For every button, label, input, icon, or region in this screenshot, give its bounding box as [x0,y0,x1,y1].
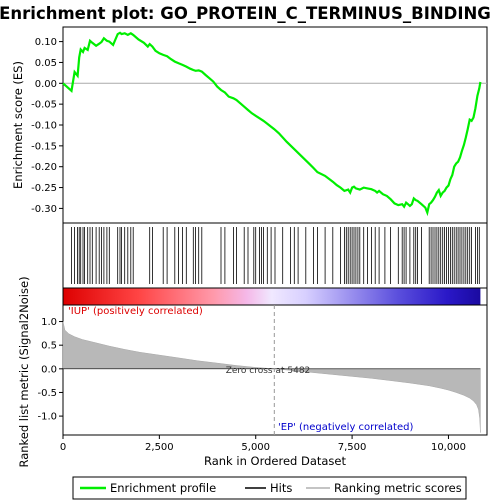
enrichment-profile-line [62,31,482,217]
positive-label: 'IUP' (positively correlated) [68,306,203,317]
chart-title: Enrichment plot: GO_PROTEIN_C_TERMINUS_B… [0,4,491,23]
ranked-list-color-bar [63,288,481,305]
x-tick-label: 2,500 [145,442,174,453]
legend-item-enrichment: Enrichment profile [110,481,216,495]
metric-y-axis: 1.0 0.5 0.0 -0.5 -1.0 [37,317,63,423]
es-y-tick-label: -0.05 [31,100,57,111]
negative-label: 'EP' (negatively correlated) [278,422,413,433]
x-tick-label: 5,000 [241,442,270,453]
x-tick-label: 7,500 [338,442,367,453]
legend-box [72,476,467,500]
es-y-axis: 0.10 0.05 0.00 -0.05 -0.10 -0.15 -0.20 -0.25 -0.… [31,37,63,215]
hits-ticks [71,227,480,284]
es-y-tick-label: -0.30 [31,204,57,215]
legend-item-hits: Hits [270,481,292,495]
x-axis: 0 2,500 5,000 7,500 10,000 [60,435,466,453]
es-y-tick-label: -0.10 [31,121,57,132]
es-y-tick-label: -0.25 [31,183,57,194]
es-y-tick-label: -0.20 [31,162,57,173]
metric-y-tick-label: -1.0 [37,412,57,423]
es-y-label: Enrichment score (ES) [11,61,25,189]
legend-item-metric: Ranking metric scores [334,481,462,495]
zero-cross-label: Zero cross at 5482 [226,366,311,376]
metric-y-tick-label: 0.0 [41,364,57,375]
legend: Enrichment profile Hits Ranking metric s… [72,476,467,500]
x-tick-label: 0 [60,442,66,453]
es-y-tick-label: 0.10 [35,37,57,48]
ranking-metric-area [62,321,481,433]
x-axis-label: Rank in Ordered Dataset [204,454,347,468]
metric-y-label: Ranked list metric (Signal2Noise) [17,276,31,467]
x-tick-label: 10,000 [431,442,466,453]
es-y-tick-label: 0.05 [35,58,57,69]
metric-y-tick-label: -0.5 [37,388,57,399]
metric-y-tick-label: 1.0 [41,317,57,328]
es-y-tick-label: -0.15 [31,141,57,152]
es-panel-frame [62,26,488,224]
es-y-tick-label: 0.00 [35,79,57,90]
metric-y-tick-label: 0.5 [41,341,57,352]
